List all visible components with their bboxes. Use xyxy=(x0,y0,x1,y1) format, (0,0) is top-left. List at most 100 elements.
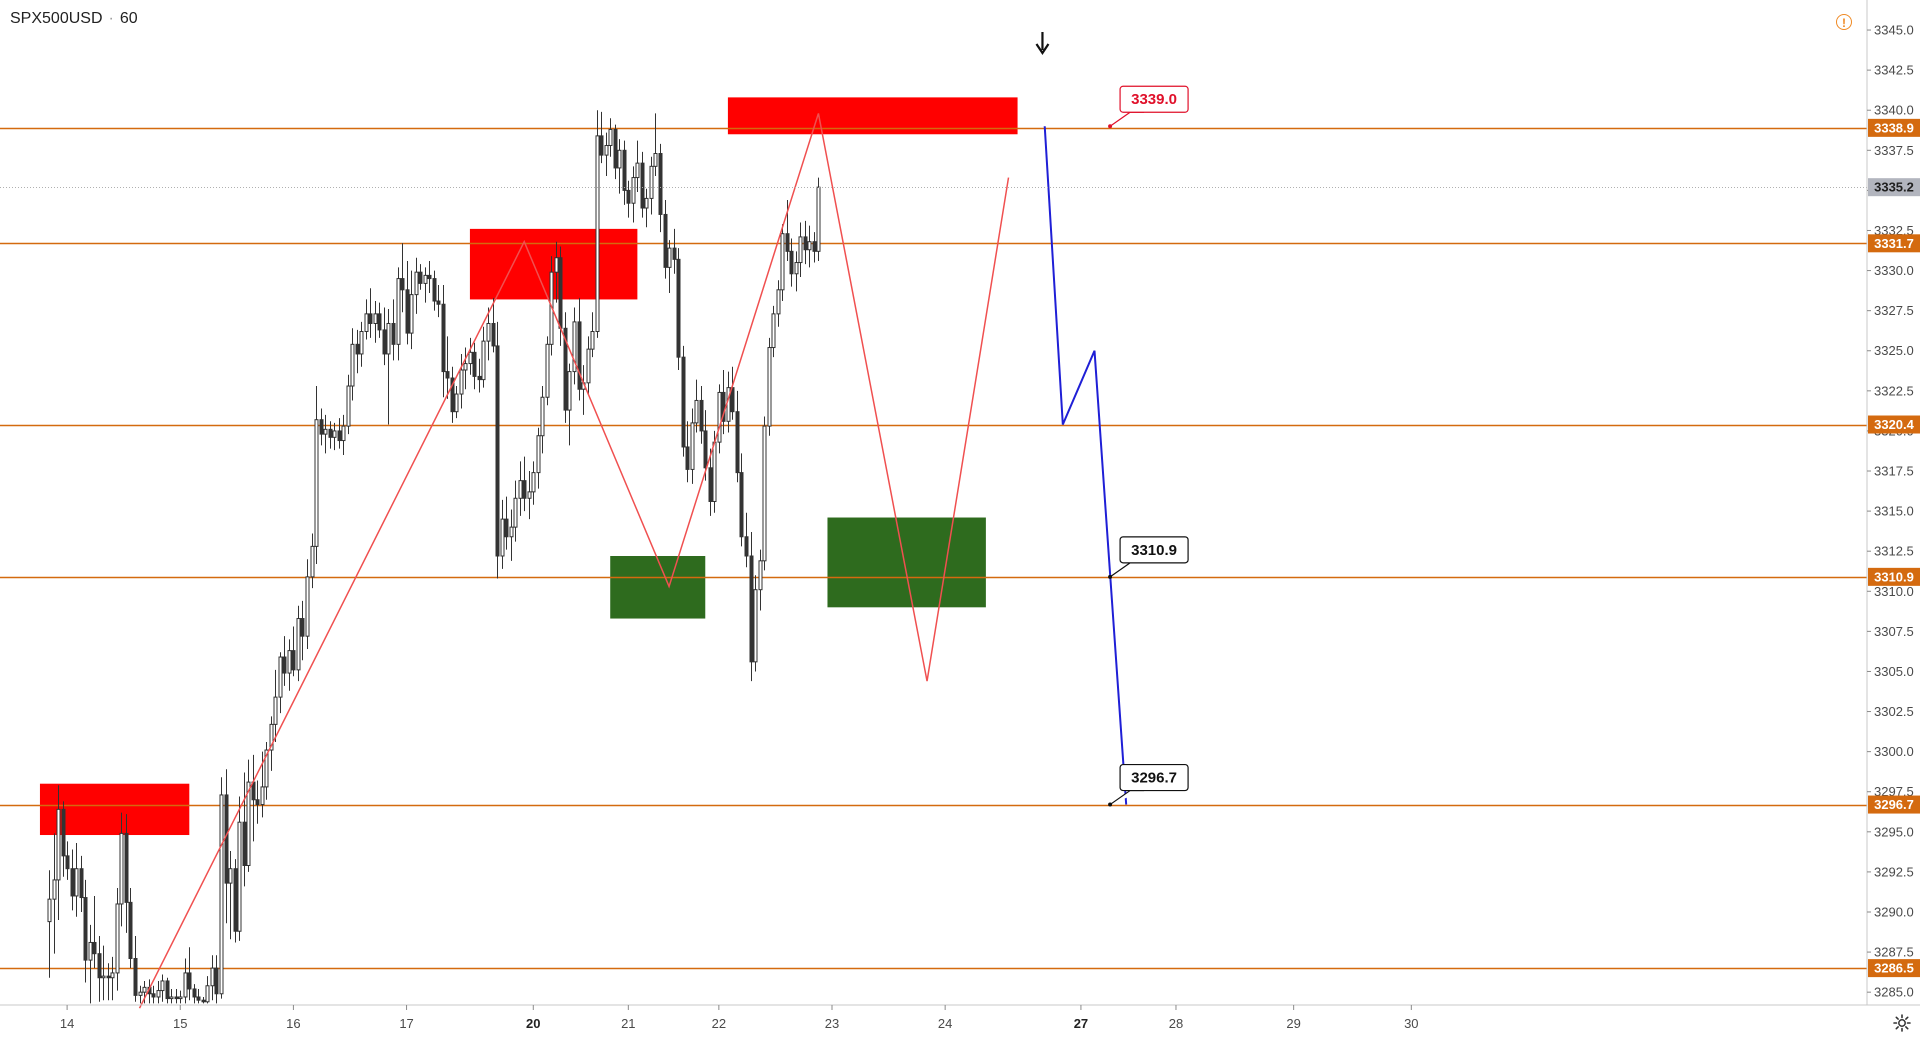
candle xyxy=(115,887,120,991)
time-tick: 22 xyxy=(712,1005,726,1031)
time-tick-label: 28 xyxy=(1169,1016,1183,1031)
candle xyxy=(183,958,188,1004)
candle xyxy=(124,814,129,933)
price-tick-label: 3285.0 xyxy=(1874,985,1914,1000)
time-tick-label: 17 xyxy=(399,1016,413,1031)
candle xyxy=(296,605,301,682)
candle xyxy=(83,879,88,983)
price-tick-label: 3290.0 xyxy=(1874,904,1914,919)
candle xyxy=(472,342,477,390)
candle xyxy=(346,374,351,435)
candle xyxy=(233,859,238,943)
level-price-badge[interactable]: 3338.9 xyxy=(1868,118,1920,137)
candle xyxy=(174,988,179,1004)
candle xyxy=(210,955,215,1001)
arrow-down-icon[interactable] xyxy=(1035,32,1050,55)
candle xyxy=(749,531,754,682)
candle xyxy=(486,307,491,361)
candle xyxy=(477,358,482,393)
candle xyxy=(735,390,740,483)
time-axis[interactable]: 14 15 16 17 20 21 22 23 24 27 28 29 30 xyxy=(60,1005,1419,1031)
candle xyxy=(310,533,315,589)
price-callout[interactable]: 3339.0 xyxy=(1108,85,1189,129)
supply-zone[interactable] xyxy=(469,228,638,300)
price-tick: 3330.0 xyxy=(1867,263,1914,278)
candle xyxy=(423,267,428,303)
price-tick: 3310.0 xyxy=(1867,584,1914,599)
candle xyxy=(138,985,143,1004)
candle xyxy=(644,188,649,228)
candle xyxy=(694,379,699,433)
candle xyxy=(608,118,613,157)
price-tick: 3290.0 xyxy=(1867,904,1914,919)
candle xyxy=(405,260,410,345)
candle xyxy=(391,299,396,361)
candle xyxy=(201,996,206,1004)
candle xyxy=(522,456,527,512)
price-tick: 3325.0 xyxy=(1867,343,1914,358)
level-price-badge[interactable]: 3320.4 xyxy=(1868,415,1920,434)
price-axis[interactable]: 3345.03342.53340.03337.53335.03332.53330… xyxy=(1867,23,1920,1000)
candle xyxy=(604,132,609,176)
price-callout[interactable]: 3310.9 xyxy=(1108,536,1189,579)
candle xyxy=(350,328,355,401)
candle xyxy=(228,851,233,940)
candle xyxy=(500,499,505,569)
candle xyxy=(205,976,210,1004)
level-price-label: 3338.9 xyxy=(1874,120,1914,135)
candle xyxy=(359,321,364,367)
candle xyxy=(52,833,57,954)
level-price-badge[interactable]: 3286.5 xyxy=(1868,959,1920,978)
candle xyxy=(812,232,817,263)
candle xyxy=(341,414,346,455)
current-price-badge[interactable]: 3335.2 xyxy=(1868,178,1920,197)
warning-circle-icon[interactable]: ! xyxy=(1836,14,1852,30)
candle xyxy=(242,772,247,887)
demand-zone[interactable] xyxy=(610,556,706,619)
candle xyxy=(355,329,360,374)
demand-zone[interactable] xyxy=(827,517,986,608)
candle xyxy=(319,408,324,446)
price-tick: 3302.5 xyxy=(1867,704,1914,719)
zigzag-pattern-line[interactable] xyxy=(138,113,1010,1009)
level-price-badge[interactable]: 3331.7 xyxy=(1868,234,1920,253)
candle xyxy=(264,742,269,800)
candle xyxy=(776,280,781,327)
candle xyxy=(178,990,183,1004)
candle xyxy=(672,228,677,274)
time-tick-label: 29 xyxy=(1286,1016,1300,1031)
candle xyxy=(739,453,744,547)
candle xyxy=(291,626,296,677)
candle xyxy=(794,251,799,292)
candle xyxy=(531,461,536,505)
gear-icon[interactable] xyxy=(1892,1013,1912,1033)
price-tick-label: 3340.0 xyxy=(1874,103,1914,118)
price-callout[interactable]: 3296.7 xyxy=(1108,763,1189,807)
candle xyxy=(667,240,672,294)
candle xyxy=(454,386,459,419)
candle xyxy=(798,222,803,277)
candle xyxy=(699,386,704,444)
candle xyxy=(504,496,509,550)
level-price-badge[interactable]: 3310.9 xyxy=(1868,567,1920,586)
price-tick: 3340.0 xyxy=(1867,103,1914,118)
candle xyxy=(762,416,767,571)
candle xyxy=(373,301,378,343)
callouts-layer: 3339.0 3310.9 3296.7 xyxy=(1108,85,1189,807)
level-price-badge[interactable]: 3296.7 xyxy=(1868,795,1920,814)
candle xyxy=(427,260,432,294)
candle xyxy=(572,307,577,385)
candle xyxy=(156,980,161,1004)
candle xyxy=(617,139,622,194)
time-tick-label: 20 xyxy=(526,1016,540,1031)
time-tick: 24 xyxy=(938,1005,952,1031)
candle xyxy=(65,841,70,880)
time-tick: 27 xyxy=(1074,1005,1088,1031)
candle xyxy=(527,471,532,520)
candle xyxy=(613,124,618,180)
price-tick-label: 3322.5 xyxy=(1874,383,1914,398)
marker-layer xyxy=(1035,32,1050,55)
price-tick: 3300.0 xyxy=(1867,744,1914,759)
candle xyxy=(165,977,170,1004)
